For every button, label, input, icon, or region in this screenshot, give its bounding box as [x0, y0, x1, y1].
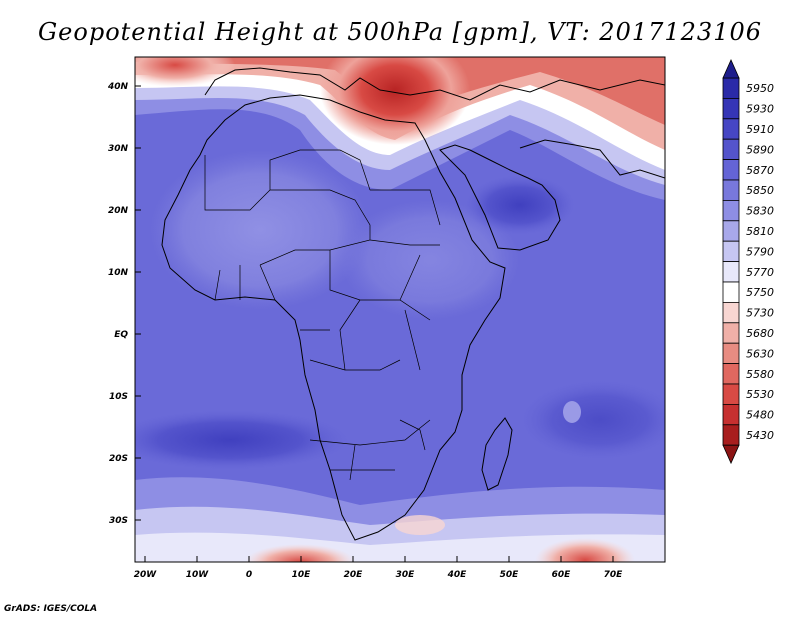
colorbar-segment [722, 199, 740, 222]
coastlines [161, 67, 665, 541]
colorbar-label: 5930 [746, 103, 774, 116]
colorbar-segment [722, 301, 740, 324]
europe-coast [204, 67, 665, 101]
lat-label: 10S [109, 392, 128, 402]
lon-label: 60E [552, 570, 572, 580]
colorbar-label: 5810 [746, 225, 774, 238]
colorbar-segment [722, 118, 740, 140]
colorbar-label: 5950 [746, 82, 774, 95]
colorbar-segment [722, 281, 740, 303]
colorbar-top-arrow [722, 59, 740, 79]
lon-label: 20W [134, 570, 158, 580]
colorbar-segment [722, 159, 740, 181]
country-borders [204, 149, 441, 481]
africa-coastline [161, 94, 506, 541]
colorbar-segment [722, 424, 740, 446]
colorbar-segment [722, 98, 740, 120]
lat-label: EQ [114, 330, 128, 340]
colorbar: 5950 5930 5910 5890 5870 5850 5830 5810 5790 5770… [722, 59, 774, 465]
colorbar-label: 5750 [746, 286, 774, 299]
colorbar-segment [722, 77, 740, 99]
map-title: Geopotential Height at 500hPa [gpm], VT:… [38, 18, 762, 46]
lon-label: 70E [604, 570, 624, 580]
colorbar-label: 5680 [746, 327, 774, 340]
colorbar-segment [722, 322, 740, 344]
colorbar-label: 5890 [746, 143, 774, 156]
colorbar-segment [722, 138, 740, 160]
iran-india-coast [519, 139, 665, 179]
lon-label: 0 [246, 570, 252, 580]
colorbar-label: 5580 [746, 368, 774, 381]
colorbar-label: 5870 [746, 164, 774, 177]
colorbar-label: 5430 [746, 429, 774, 442]
colorbar-segment [722, 240, 740, 262]
latitude-ticks: 40N 30N 20N 10N EQ 10S 20S 30S [107, 82, 141, 526]
colorbar-segment [722, 342, 740, 365]
longitude-ticks: 20W 10W 0 10E 20E 30E 40E 50E 60E 70E [134, 556, 623, 580]
colorbar-label: 5770 [746, 266, 774, 279]
colorbar-label: 5790 [746, 245, 774, 258]
colorbar-segment [722, 261, 740, 283]
colorbar-label: 5530 [746, 388, 774, 401]
colorbar-segment [722, 403, 740, 426]
lon-label: 50E [500, 570, 520, 580]
lon-label: 10E [292, 570, 312, 580]
colorbar-label: 5910 [746, 123, 774, 136]
lat-label: 20S [109, 454, 128, 464]
lat-label: 10N [108, 268, 129, 278]
colorbar-segment [722, 179, 740, 201]
lon-label: 20E [344, 570, 364, 580]
colorbar-label: 5630 [746, 347, 774, 360]
arabian-peninsula [439, 144, 561, 251]
lon-label: 10W [186, 570, 210, 580]
colorbar-bottom-arrow [722, 444, 740, 465]
colorbar-label: 5850 [746, 184, 774, 197]
lon-label: 30E [396, 570, 416, 580]
height-field [135, 57, 665, 562]
plot-frame [134, 56, 666, 563]
colorbar-label: 5730 [746, 307, 774, 320]
colorbar-label: 5480 [746, 409, 774, 422]
lat-label: 30N [108, 144, 129, 154]
colorbar-segment [722, 383, 740, 405]
madagascar [481, 417, 513, 491]
lat-label: 30S [109, 516, 128, 526]
lat-label: 40N [107, 82, 129, 92]
colorbar-label: 5830 [746, 205, 774, 218]
lon-label: 40E [447, 570, 468, 580]
colorbar-segment [722, 220, 740, 242]
lat-label: 20N [108, 206, 129, 216]
grads-credit: GrADS: IGES/COLA [4, 604, 98, 614]
colorbar-segment [722, 363, 740, 385]
